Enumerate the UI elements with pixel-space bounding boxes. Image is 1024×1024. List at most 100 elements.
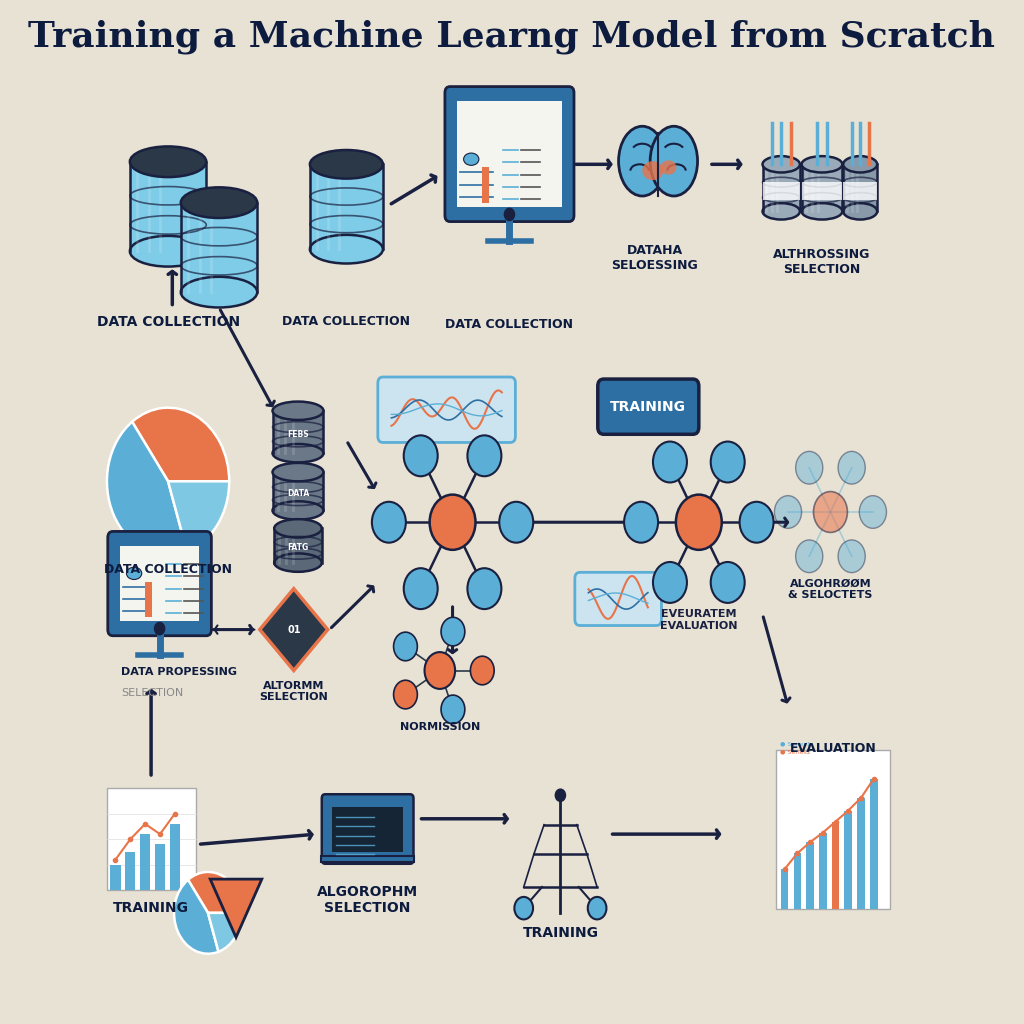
FancyBboxPatch shape: [776, 751, 890, 908]
Circle shape: [624, 502, 658, 543]
Text: DATA COLLECTION: DATA COLLECTION: [445, 317, 573, 331]
Circle shape: [653, 562, 687, 603]
Text: ALTHROSSING
SELECTION: ALTHROSSING SELECTION: [773, 248, 870, 276]
Ellipse shape: [310, 150, 383, 178]
Text: ALTORMM
SELECTION: ALTORMM SELECTION: [259, 681, 328, 702]
Circle shape: [505, 208, 514, 220]
Text: DATA: DATA: [287, 489, 309, 498]
Ellipse shape: [130, 146, 206, 177]
Ellipse shape: [272, 502, 324, 519]
Ellipse shape: [274, 553, 322, 571]
Circle shape: [393, 680, 418, 709]
Text: EVALUATION: EVALUATION: [790, 742, 877, 755]
FancyBboxPatch shape: [843, 181, 878, 200]
Circle shape: [711, 441, 744, 482]
Text: 01: 01: [287, 625, 300, 635]
FancyBboxPatch shape: [444, 87, 574, 221]
Text: ALGOHRØØM
& SELOCTETS: ALGOHRØØM & SELOCTETS: [788, 579, 872, 600]
Ellipse shape: [272, 444, 324, 463]
Text: ALGOROPHM
SELECTION: ALGOROPHM SELECTION: [317, 886, 418, 915]
Circle shape: [467, 568, 502, 609]
FancyBboxPatch shape: [574, 572, 662, 626]
Ellipse shape: [274, 519, 322, 538]
Polygon shape: [843, 164, 878, 213]
Wedge shape: [106, 422, 187, 555]
Circle shape: [653, 441, 687, 482]
Circle shape: [838, 540, 865, 572]
FancyBboxPatch shape: [378, 377, 515, 442]
Circle shape: [155, 623, 165, 635]
Ellipse shape: [642, 161, 664, 180]
Text: DATA COLLECTION: DATA COLLECTION: [104, 563, 232, 577]
Text: TRAINING: TRAINING: [522, 926, 598, 940]
FancyBboxPatch shape: [120, 546, 200, 622]
FancyBboxPatch shape: [598, 379, 698, 434]
Circle shape: [711, 562, 744, 603]
Circle shape: [796, 452, 823, 484]
FancyBboxPatch shape: [763, 181, 800, 200]
Text: DATA COLLECTION: DATA COLLECTION: [96, 314, 240, 329]
Ellipse shape: [843, 156, 878, 172]
Circle shape: [500, 502, 534, 543]
Circle shape: [393, 632, 418, 660]
Ellipse shape: [310, 234, 383, 263]
FancyBboxPatch shape: [457, 101, 562, 207]
FancyBboxPatch shape: [845, 811, 852, 908]
Circle shape: [838, 452, 865, 484]
Text: ● Series1: ● Series1: [780, 741, 811, 746]
Circle shape: [425, 652, 455, 689]
Circle shape: [441, 617, 465, 646]
Polygon shape: [260, 589, 328, 671]
Polygon shape: [181, 203, 257, 295]
Polygon shape: [274, 528, 322, 564]
Wedge shape: [188, 872, 242, 912]
FancyBboxPatch shape: [802, 181, 843, 200]
Ellipse shape: [650, 126, 697, 196]
Ellipse shape: [660, 161, 677, 175]
FancyBboxPatch shape: [111, 865, 121, 890]
Ellipse shape: [181, 276, 257, 307]
FancyBboxPatch shape: [806, 842, 814, 908]
Polygon shape: [130, 162, 206, 254]
Ellipse shape: [843, 203, 878, 219]
FancyBboxPatch shape: [108, 531, 211, 636]
Circle shape: [676, 495, 722, 550]
FancyBboxPatch shape: [870, 779, 878, 908]
FancyBboxPatch shape: [332, 807, 403, 852]
Circle shape: [372, 502, 406, 543]
Polygon shape: [310, 164, 383, 252]
Wedge shape: [132, 408, 229, 481]
Wedge shape: [208, 912, 242, 951]
FancyBboxPatch shape: [322, 795, 414, 864]
Ellipse shape: [618, 126, 666, 196]
Circle shape: [403, 568, 437, 609]
FancyBboxPatch shape: [482, 167, 489, 203]
Circle shape: [441, 695, 465, 724]
Text: DATAHA
SELOESSING: DATAHA SELOESSING: [611, 244, 698, 272]
Ellipse shape: [126, 567, 141, 580]
Wedge shape: [174, 880, 218, 953]
Wedge shape: [168, 481, 229, 551]
Ellipse shape: [464, 153, 479, 165]
Circle shape: [403, 435, 437, 476]
FancyBboxPatch shape: [170, 824, 180, 890]
FancyBboxPatch shape: [857, 798, 865, 908]
Circle shape: [796, 540, 823, 572]
Text: EVEURATEM
EVALUATION: EVEURATEM EVALUATION: [660, 609, 737, 631]
Ellipse shape: [802, 156, 843, 172]
Ellipse shape: [130, 236, 206, 266]
Circle shape: [555, 790, 565, 802]
Polygon shape: [210, 880, 262, 937]
FancyBboxPatch shape: [145, 582, 152, 617]
Text: ● Series2: ● Series2: [780, 750, 811, 755]
Text: NORMISSION: NORMISSION: [399, 722, 480, 731]
Text: DATA COLLECTION: DATA COLLECTION: [283, 314, 411, 328]
Text: TRAINING: TRAINING: [113, 900, 189, 914]
FancyBboxPatch shape: [780, 869, 788, 908]
Circle shape: [470, 656, 495, 685]
FancyBboxPatch shape: [321, 856, 415, 862]
FancyBboxPatch shape: [831, 821, 840, 908]
FancyBboxPatch shape: [794, 853, 801, 908]
Circle shape: [430, 495, 475, 550]
Text: FEBS: FEBS: [287, 430, 309, 438]
